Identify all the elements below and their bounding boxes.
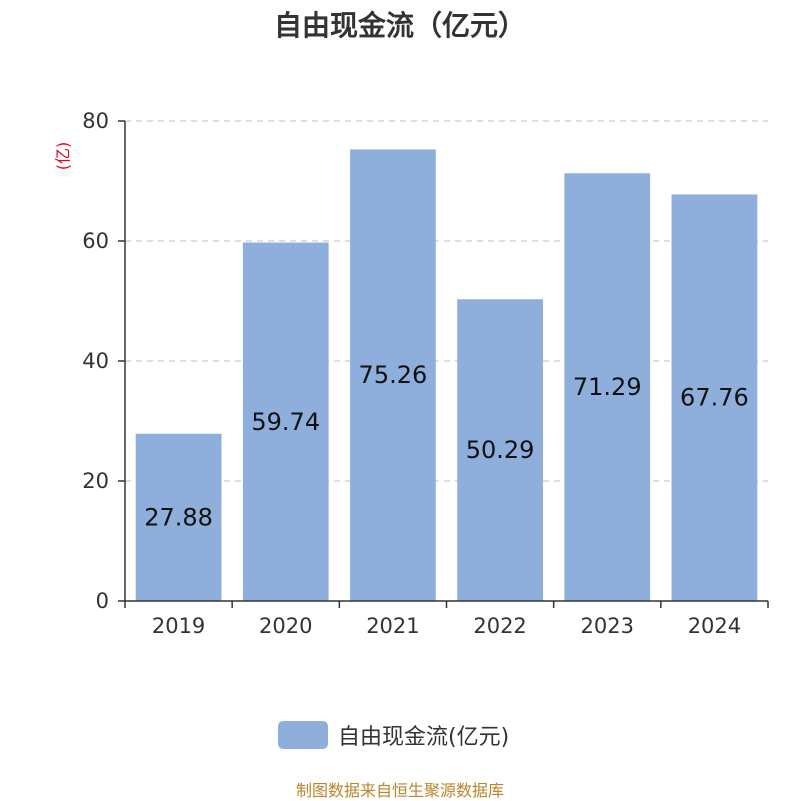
chart-title: 自由现金流（亿元） bbox=[273, 9, 526, 42]
bar bbox=[350, 149, 436, 601]
x-tick-label: 2022 bbox=[473, 614, 526, 638]
x-tick-label: 2021 bbox=[366, 614, 419, 638]
legend[interactable]: 自由现金流(亿元) bbox=[278, 719, 509, 751]
y-tick-label: 20 bbox=[82, 469, 109, 493]
y-tick-label: 40 bbox=[82, 349, 109, 373]
bar bbox=[564, 173, 651, 601]
data-label: 71.29 bbox=[573, 373, 642, 401]
data-label: 27.88 bbox=[144, 503, 213, 531]
y-tick-label: 60 bbox=[82, 229, 109, 253]
data-label: 75.26 bbox=[359, 361, 428, 389]
source-footer: 制图数据来自恒生聚源数据库 bbox=[295, 781, 504, 800]
legend-label: 自由现金流(亿元) bbox=[338, 725, 510, 750]
x-tick-label: 2023 bbox=[581, 614, 634, 638]
legend-swatch bbox=[278, 721, 328, 749]
data-label: 50.29 bbox=[466, 436, 535, 464]
x-tick-label: 2024 bbox=[688, 614, 741, 638]
bar bbox=[135, 433, 222, 601]
x-tick-label: 2019 bbox=[152, 614, 205, 638]
y-axis-label: (亿) bbox=[54, 142, 73, 171]
data-label: 59.74 bbox=[251, 408, 320, 436]
y-tick-label: 0 bbox=[96, 589, 109, 613]
bar bbox=[457, 299, 543, 601]
bar bbox=[671, 194, 758, 601]
data-label: 67.76 bbox=[680, 384, 749, 412]
bar bbox=[242, 242, 329, 601]
x-tick-label: 2020 bbox=[259, 614, 312, 638]
y-tick-label: 80 bbox=[82, 109, 109, 133]
